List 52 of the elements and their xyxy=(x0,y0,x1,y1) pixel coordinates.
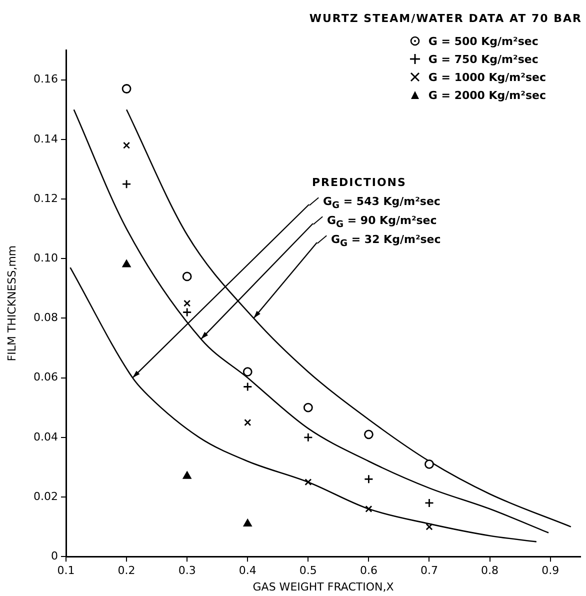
point xyxy=(364,474,374,484)
point xyxy=(242,367,252,377)
point xyxy=(303,432,313,442)
line-series xyxy=(73,108,550,534)
legend-label: G = 750 Kg/m²sec xyxy=(428,52,538,66)
x-axis-title: GAS WEIGHT FRACTION,X xyxy=(252,580,394,594)
point xyxy=(122,179,132,189)
point xyxy=(426,523,433,530)
y-tick-label: 0.14 xyxy=(34,132,58,146)
y-tick-label: 0.16 xyxy=(34,72,58,86)
legend-label: G$_{G}$ = 543 Kg/m²sec xyxy=(323,195,440,212)
chart-title: WURTZ STEAM/WATER DATA AT 70 BAR xyxy=(309,12,582,25)
legend-label: G = 500 Kg/m²sec xyxy=(428,34,538,48)
y-tick-label: 0.02 xyxy=(34,490,58,503)
annotation: PREDICTIONS xyxy=(312,176,408,191)
point xyxy=(184,300,191,307)
point xyxy=(182,272,192,282)
legend-label: G = 2000 Kg/m²sec xyxy=(428,88,546,102)
y-tick-label: 0.08 xyxy=(34,311,58,324)
point xyxy=(123,142,130,149)
point xyxy=(364,430,374,440)
x-tick-label: 0.5 xyxy=(299,564,317,578)
point xyxy=(182,308,192,317)
legend-label: G$_{G}$ = 32 Kg/m²sec xyxy=(331,233,441,250)
x-tick-label: 0.7 xyxy=(420,564,438,578)
x-tick-label: 0.9 xyxy=(542,564,560,578)
point xyxy=(424,460,434,469)
x-tick-label: 0.3 xyxy=(178,564,196,578)
point xyxy=(304,478,312,486)
line-series xyxy=(126,108,572,528)
y-axis-title: FILM THICKNESS,mm xyxy=(5,245,18,362)
y-tick-label: 0 xyxy=(51,549,58,562)
point xyxy=(242,382,252,392)
y-tick-label: 0.06 xyxy=(34,370,58,384)
x-tick-label: 0.1 xyxy=(57,564,75,578)
x-tick-label: 0.4 xyxy=(238,564,256,578)
legend-label: G$_{G}$ = 90 Kg/m²sec xyxy=(327,214,437,230)
y-tick-label: 0.12 xyxy=(34,192,58,205)
y-tick-label: 0.04 xyxy=(34,430,58,444)
point xyxy=(122,84,132,94)
y-tick-label: 0.10 xyxy=(34,251,58,264)
legend-label: G = 1000 Kg/m²sec xyxy=(428,70,546,84)
point xyxy=(303,402,313,412)
point xyxy=(182,471,192,479)
x-tick-label: 0.6 xyxy=(360,564,378,578)
x-tick-label: 0.2 xyxy=(118,564,136,578)
x-tick-label: 0.8 xyxy=(481,564,499,578)
point xyxy=(122,260,131,268)
point xyxy=(424,498,434,508)
point xyxy=(365,505,372,512)
point xyxy=(244,418,252,426)
point xyxy=(243,519,252,527)
